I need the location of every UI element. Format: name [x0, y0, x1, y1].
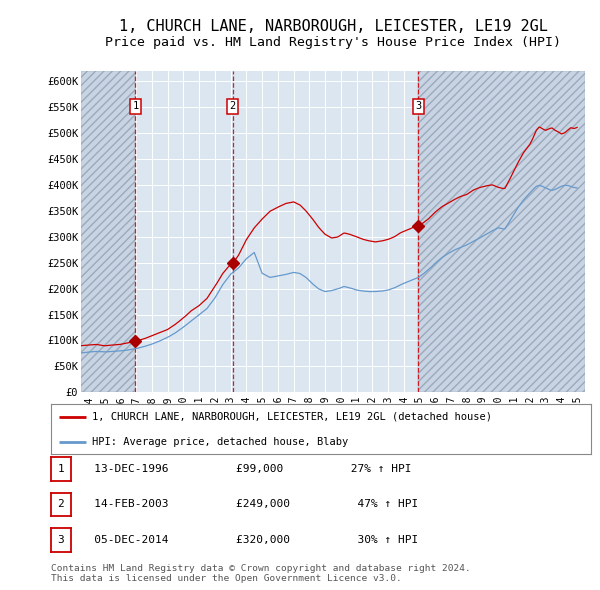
Bar	[418, 71, 585, 392]
Text: 3: 3	[415, 101, 421, 111]
Text: 1, CHURCH LANE, NARBOROUGH, LEICESTER, LE19 2GL (detached house): 1, CHURCH LANE, NARBOROUGH, LEICESTER, L…	[91, 412, 491, 422]
Text: 05-DEC-2014          £320,000          30% ↑ HPI: 05-DEC-2014 £320,000 30% ↑ HPI	[74, 535, 418, 545]
Text: 1: 1	[133, 101, 139, 111]
Text: 14-FEB-2003          £249,000          47% ↑ HPI: 14-FEB-2003 £249,000 47% ↑ HPI	[74, 500, 418, 509]
Text: Contains HM Land Registry data © Crown copyright and database right 2024.
This d: Contains HM Land Registry data © Crown c…	[51, 563, 471, 583]
Text: 3: 3	[58, 535, 64, 545]
Text: 1: 1	[58, 464, 64, 474]
Text: 2: 2	[58, 500, 64, 509]
Text: 1, CHURCH LANE, NARBOROUGH, LEICESTER, LE19 2GL: 1, CHURCH LANE, NARBOROUGH, LEICESTER, L…	[119, 19, 547, 34]
Bar	[81, 71, 136, 392]
Text: 2: 2	[229, 101, 236, 111]
Text: 13-DEC-1996          £99,000          27% ↑ HPI: 13-DEC-1996 £99,000 27% ↑ HPI	[74, 464, 412, 474]
Text: HPI: Average price, detached house, Blaby: HPI: Average price, detached house, Blab…	[91, 437, 348, 447]
Text: Price paid vs. HM Land Registry's House Price Index (HPI): Price paid vs. HM Land Registry's House …	[105, 36, 561, 49]
